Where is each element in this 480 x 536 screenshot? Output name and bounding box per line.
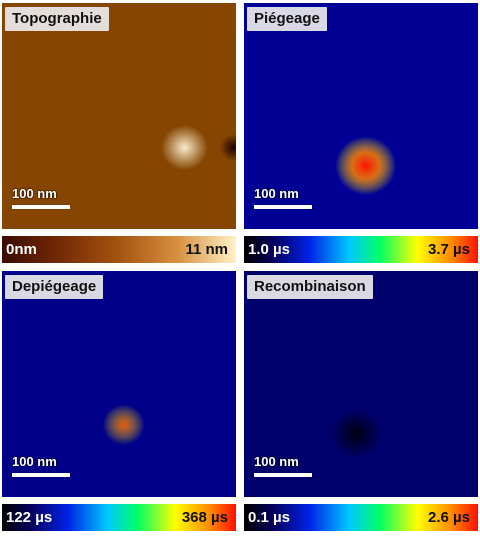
scale-bar-line [254,205,312,209]
colorbar-min-label: 0.1 µs [248,509,291,526]
colorbar-max-label: 368 µs [181,509,228,526]
colorbar-min-label: 1.0 µs [248,241,291,258]
detrapping-map [2,271,236,497]
colorbar: 0.1 µs 2.6 µs [244,504,478,531]
scale-bar-label: 100 nm [254,186,299,201]
scale-bar-label: 100 nm [12,186,57,201]
trapping-map [244,3,478,229]
recombination-map [244,271,478,497]
panel-recombinaison: Recombinaison 100 nm 0.1 µs 2.6 µs [244,271,478,533]
scale-bar-line [254,473,312,477]
scale-bar-line [12,205,70,209]
colorbar-min-label: 0nm [6,241,37,258]
colorbar: 0nm 11 nm [2,236,236,263]
panel-piegeage: Piégeage 100 nm 1.0 µs 3.7 µs [244,3,478,265]
colorbar-max-label: 2.6 µs [427,509,470,526]
panel-title: Topographie [5,7,109,31]
colorbar: 122 µs 368 µs [2,504,236,531]
colorbar-max-label: 3.7 µs [427,241,470,258]
colorbar: 1.0 µs 3.7 µs [244,236,478,263]
colorbar-max-label: 11 nm [185,241,228,258]
scale-bar-label: 100 nm [254,454,299,469]
scale-bar-label: 100 nm [12,454,57,469]
panel-topographie: Topographie 100 nm 0nm 11 nm [2,3,236,265]
panel-title: Piégeage [247,7,327,31]
panel-title: Depiégeage [5,275,104,299]
scale-bar-line [12,473,70,477]
topography-map [2,3,236,229]
colorbar-min-label: 122 µs [6,509,53,526]
panel-depiegeage: Depiégeage 100 nm 122 µs 368 µs [2,271,236,533]
panel-title: Recombinaison [247,275,373,299]
